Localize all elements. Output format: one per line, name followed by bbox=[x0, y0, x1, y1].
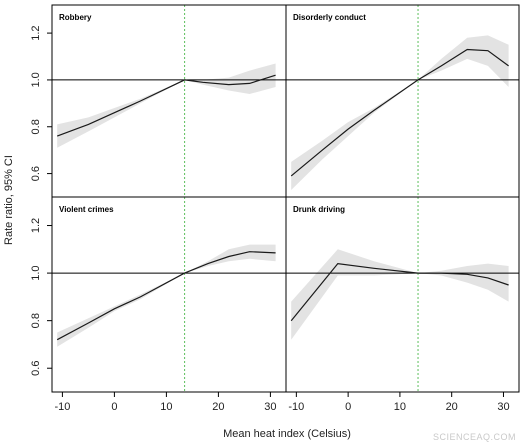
panel-border bbox=[51, 4, 287, 198]
panel-title: Drunk driving bbox=[293, 205, 345, 214]
series-line bbox=[290, 262, 509, 322]
x-tick-label: 20 bbox=[212, 401, 224, 413]
panel-title: Disorderly conduct bbox=[293, 13, 366, 22]
confidence-band bbox=[57, 63, 276, 148]
x-axis-label: Mean heat index (Celsius) bbox=[223, 428, 351, 440]
y-axis-ticks: 0.6 0.8 1.0 1.2 0.6 0.8 1.0 1.2 bbox=[30, 25, 52, 376]
series-line bbox=[290, 48, 509, 177]
panel-title: Robbery bbox=[59, 13, 92, 22]
x-tick-label: 10 bbox=[160, 401, 172, 413]
panel-border bbox=[285, 4, 520, 198]
panel: Robbery bbox=[51, 4, 287, 198]
panel-border bbox=[51, 196, 287, 393]
y-tick-label: 0.6 bbox=[30, 166, 42, 181]
y-axis-label: Rate ratio, 95% CI bbox=[3, 155, 15, 245]
y-tick-label: 1.2 bbox=[30, 25, 42, 40]
x-tick-label: -10 bbox=[288, 401, 304, 413]
series-line bbox=[56, 251, 276, 341]
y-tick-label: 1.0 bbox=[30, 72, 42, 87]
y-tick-label: 1.2 bbox=[30, 218, 42, 233]
panel-border bbox=[285, 196, 520, 393]
panel: Disorderly conduct bbox=[285, 4, 520, 198]
x-tick-label: -10 bbox=[54, 401, 70, 413]
y-tick-label: 0.6 bbox=[30, 361, 42, 376]
y-tick-label: 0.8 bbox=[30, 119, 42, 134]
x-tick-label: 0 bbox=[345, 401, 351, 413]
confidence-band bbox=[291, 35, 509, 191]
confidence-band bbox=[291, 249, 509, 340]
confidence-band bbox=[57, 244, 276, 347]
y-tick-label: 1.0 bbox=[30, 265, 42, 280]
series-line bbox=[56, 74, 276, 137]
x-tick-label: 0 bbox=[111, 401, 117, 413]
x-tick-label: 30 bbox=[497, 401, 509, 413]
x-tick-label: 10 bbox=[394, 401, 406, 413]
panels: Robbery Disorderly conduct Violent crimes D… bbox=[51, 4, 520, 393]
panel: Violent crimes bbox=[51, 196, 287, 393]
x-tick-label: 30 bbox=[264, 401, 276, 413]
panel-title: Violent crimes bbox=[59, 205, 114, 214]
watermark-text: SCIENCEAQ.COM bbox=[433, 432, 516, 442]
x-axis-ticks: -10 0 10 20 30 -10 0 10 20 30 bbox=[54, 392, 510, 413]
y-tick-label: 0.8 bbox=[30, 313, 42, 328]
panel: Drunk driving bbox=[285, 196, 520, 393]
x-tick-label: 20 bbox=[446, 401, 458, 413]
